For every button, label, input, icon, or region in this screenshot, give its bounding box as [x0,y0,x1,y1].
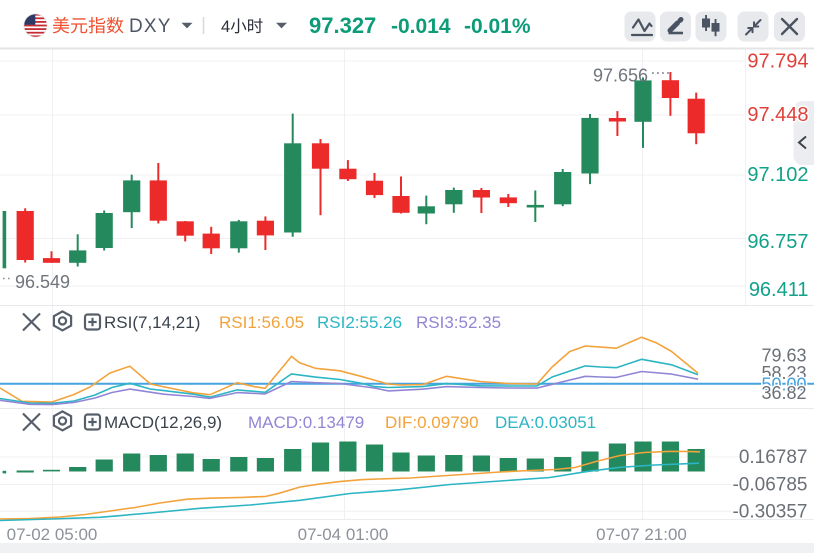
svg-text:07-07 21:00: 07-07 21:00 [596,525,687,544]
svg-text:96.411: 96.411 [749,279,809,301]
svg-text:36.82: 36.82 [761,383,806,403]
svg-text:4: 4 [221,18,230,36]
svg-text:RSI3:52.35: RSI3:52.35 [416,313,501,332]
svg-text:97.327: 97.327 [309,13,376,38]
svg-text:RSI(7,14,21): RSI(7,14,21) [104,313,200,332]
svg-text:DIF:0.09790: DIF:0.09790 [385,413,479,432]
svg-text:MACD:0.13479: MACD:0.13479 [248,413,364,432]
svg-text:RSI2:55.26: RSI2:55.26 [317,313,402,332]
svg-text:97.448: 97.448 [747,104,808,126]
svg-text:97.656: 97.656 [593,66,648,86]
svg-text:MACD(12,26,9): MACD(12,26,9) [104,413,222,432]
svg-text:96.549: 96.549 [15,272,70,292]
svg-text:50.00: 50.00 [761,374,806,394]
svg-text:97.102: 97.102 [747,164,808,186]
svg-text:97.794: 97.794 [747,51,808,73]
svg-text:96.757: 96.757 [747,231,808,253]
svg-text:58.23: 58.23 [761,363,806,383]
svg-text:-0.30357: -0.30357 [732,502,807,523]
svg-text:-0.06785: -0.06785 [732,475,807,496]
svg-text:0.16787: 0.16787 [739,447,808,468]
svg-text:DEA:0.03051: DEA:0.03051 [495,413,596,432]
svg-text:07-02 05:00: 07-02 05:00 [7,525,98,544]
svg-text:RSI1:56.05: RSI1:56.05 [219,313,304,332]
svg-text:-0.014: -0.014 [391,15,451,38]
svg-text:79.63: 79.63 [761,346,806,366]
svg-text:07-04 01:00: 07-04 01:00 [298,525,389,544]
svg-text:DXY: DXY [129,16,172,37]
svg-text:-0.01%: -0.01% [464,15,531,38]
